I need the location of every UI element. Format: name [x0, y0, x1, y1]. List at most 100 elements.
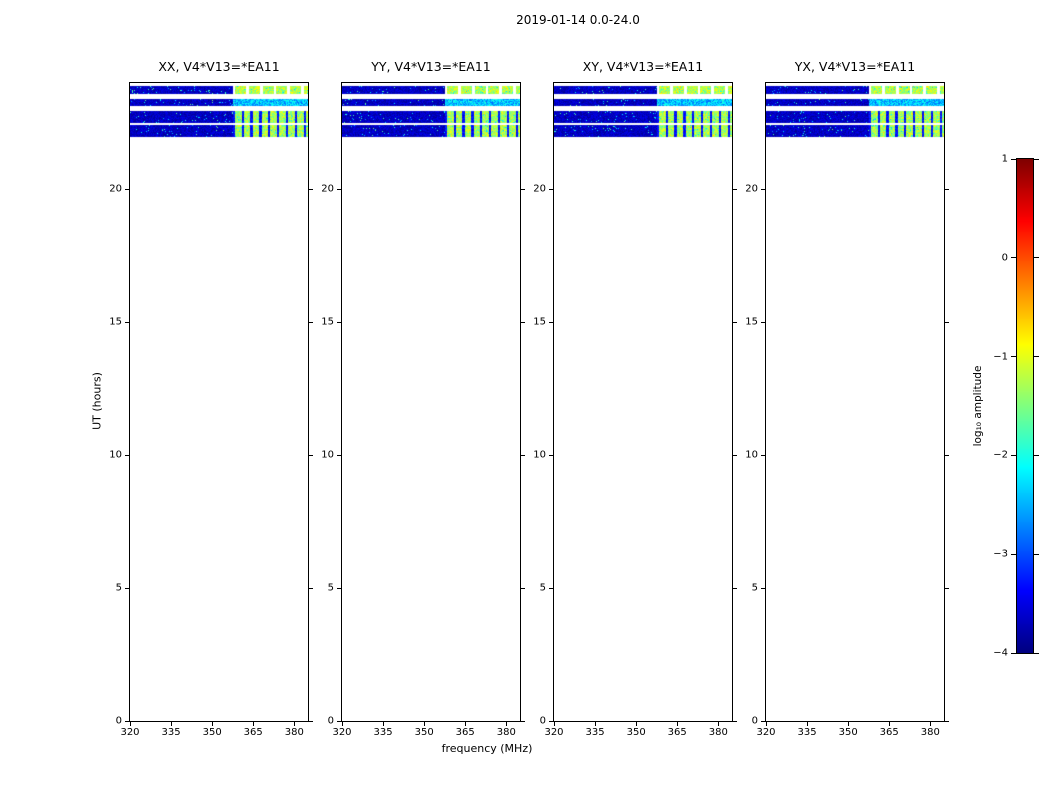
y-tick [125, 454, 129, 456]
y-tick [337, 321, 341, 323]
x-tick-label: 380 [284, 727, 304, 738]
x-tick-label: 335 [373, 727, 393, 738]
heatmap-canvas-xy [554, 83, 732, 721]
y-tick-label: 15 [533, 316, 546, 328]
y-tick-label: 15 [109, 316, 122, 328]
y-tick [337, 454, 341, 456]
y-tick [337, 188, 341, 190]
colorbar-tick [1011, 356, 1016, 358]
x-tick [806, 722, 808, 726]
y-tick [549, 454, 553, 456]
x-tick-label: 365 [243, 727, 263, 738]
heatmap-canvas-xx [130, 83, 308, 721]
y-tick [761, 188, 765, 190]
x-tick [129, 722, 131, 726]
x-tick [423, 722, 425, 726]
x-tick-label: 350 [414, 727, 434, 738]
x-tick-label: 320 [120, 727, 140, 738]
y-tick [945, 321, 949, 323]
y-tick-label: 15 [745, 316, 758, 328]
y-tick [549, 188, 553, 190]
x-tick [382, 722, 384, 726]
x-tick-label: 365 [455, 727, 475, 738]
y-tick [761, 454, 765, 456]
x-tick-label: 335 [797, 727, 817, 738]
y-tick-label: 10 [109, 449, 122, 461]
y-tick [125, 321, 129, 323]
colorbar-tick [1034, 553, 1039, 555]
x-tick [594, 722, 596, 726]
y-tick-label: 20 [533, 183, 546, 195]
y-tick-label: 10 [321, 449, 334, 461]
y-tick-label: 5 [751, 582, 758, 594]
colorbar: 1 0 −1 −2 −3 −4 [993, 154, 1039, 659]
x-tick-label: 350 [838, 727, 858, 738]
figure-title: 2019-01-14 0.0-24.0 [516, 13, 640, 27]
colorbar-tick [1011, 454, 1016, 456]
y-tick-label: 0 [751, 715, 758, 727]
y-tick-label: 0 [327, 715, 334, 727]
x-tick [170, 722, 172, 726]
y-tick [309, 587, 313, 589]
colorbar-tick-label: −1 [993, 351, 1008, 363]
x-tick [847, 722, 849, 726]
panel-xx: XX, V4*V13=*EA11 0 5 10 15 20 320 335 350 365 380 [109, 59, 313, 738]
colorbar-tick-label: −3 [993, 548, 1008, 560]
y-tick-label: 20 [109, 183, 122, 195]
colorbar-gradient [1017, 159, 1033, 653]
x-tick [635, 722, 637, 726]
colorbar-tick [1034, 454, 1039, 456]
x-tick [765, 722, 767, 726]
colorbar-tick [1011, 257, 1016, 259]
y-tick [309, 454, 313, 456]
y-tick [945, 454, 949, 456]
panel-xy: XY, V4*V13=*EA11 0 5 10 15 20 320 335 350 365 380 [533, 59, 737, 738]
colorbar-tick [1034, 652, 1039, 654]
y-tick [521, 321, 525, 323]
x-tick-label: 320 [756, 727, 776, 738]
panel-yx: YX, V4*V13=*EA11 0 5 10 15 20 320 335 350 365 380 [745, 59, 949, 738]
y-tick [309, 720, 313, 722]
colorbar-tick [1011, 158, 1016, 160]
colorbar-label: log₁₀ amplitude [972, 365, 984, 447]
x-tick-label: 365 [879, 727, 899, 738]
colorbar-tick [1011, 553, 1016, 555]
y-tick-label: 15 [321, 316, 334, 328]
panel-title-xx: XX, V4*V13=*EA11 [158, 59, 280, 74]
panel-yy: YY, V4*V13=*EA11 0 5 10 15 20 320 335 350 365 380 [321, 59, 525, 738]
colorbar-tick-label: 1 [1001, 153, 1008, 165]
y-tick [125, 587, 129, 589]
y-tick [521, 720, 525, 722]
y-tick [945, 720, 949, 722]
y-tick [733, 454, 737, 456]
x-tick [252, 722, 254, 726]
y-tick [125, 188, 129, 190]
y-tick [549, 321, 553, 323]
x-tick-label: 350 [626, 727, 646, 738]
x-tick [211, 722, 213, 726]
x-tick [929, 722, 931, 726]
y-tick-label: 20 [745, 183, 758, 195]
y-tick [945, 188, 949, 190]
y-tick [761, 321, 765, 323]
y-tick-label: 20 [321, 183, 334, 195]
panel-title-xy: XY, V4*V13=*EA11 [582, 59, 704, 74]
panel-title-yy: YY, V4*V13=*EA11 [371, 59, 491, 74]
x-tick-label: 335 [585, 727, 605, 738]
x-axis-label: frequency (MHz) [441, 742, 533, 755]
heatmap-canvas-yy [342, 83, 520, 721]
y-tick-label: 5 [115, 582, 122, 594]
y-tick [521, 454, 525, 456]
x-tick [553, 722, 555, 726]
panel-title-yx: YX, V4*V13=*EA11 [794, 59, 916, 74]
y-tick [521, 587, 525, 589]
x-tick-label: 350 [202, 727, 222, 738]
y-tick [761, 720, 765, 722]
y-tick [733, 188, 737, 190]
y-tick [337, 587, 341, 589]
x-tick [717, 722, 719, 726]
y-tick [549, 587, 553, 589]
y-tick [761, 587, 765, 589]
y-tick-label: 5 [327, 582, 334, 594]
